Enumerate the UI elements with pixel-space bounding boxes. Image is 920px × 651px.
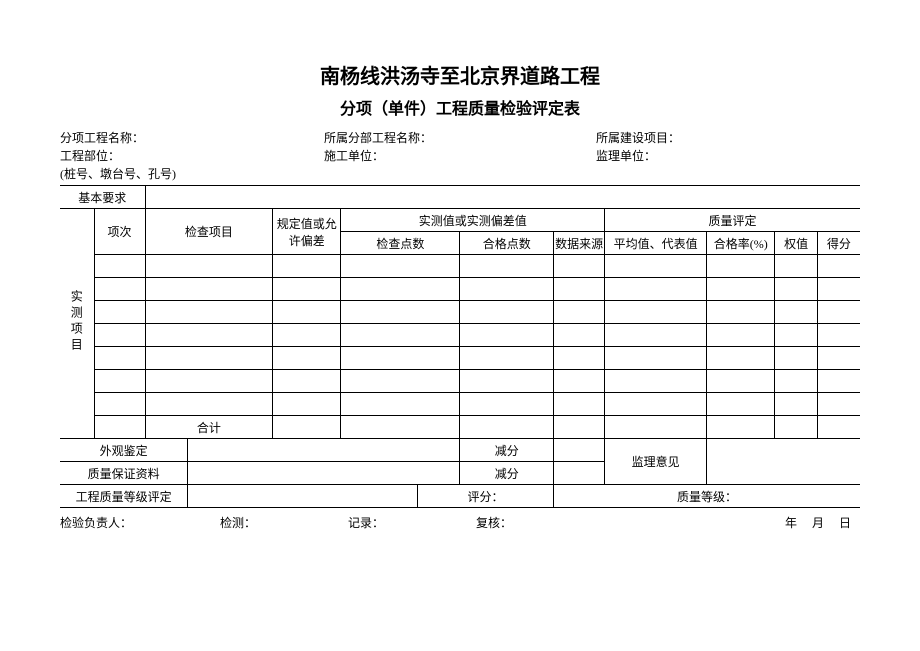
header-data-src: 数据来源: [554, 232, 605, 255]
row-grade-assessment: 工程质量等级评定: [60, 485, 188, 508]
header-group-measured: 实测值或实测偏差值: [341, 209, 605, 232]
meta-pile-note: (桩号、墩台号、孔号): [60, 165, 324, 183]
meta-row-1: 分项工程名称： 所属分部工程名称： 所属建设项目：: [60, 129, 860, 147]
footer-row: 检验负责人： 检测： 记录： 复核： 年 月 日: [60, 514, 860, 531]
data-row: [60, 393, 860, 416]
header-col-no: 项次: [94, 209, 145, 255]
data-row: [60, 324, 860, 347]
header-basic-req: 基本要求: [60, 186, 145, 209]
meta-supervisor: 监理单位：: [596, 147, 860, 165]
header-col-item: 检查项目: [145, 209, 273, 255]
row-qa-docs: 质量保证资料: [60, 462, 188, 485]
title-main: 南杨线洪汤寺至北京界道路工程: [60, 60, 860, 89]
footer-reviewer: 复核：: [476, 514, 636, 531]
header-pass-rate: 合格率(%): [707, 232, 775, 255]
basic-req-cell: [145, 186, 860, 209]
data-row: [60, 278, 860, 301]
header-avg: 平均值、代表值: [605, 232, 707, 255]
meta-part: 工程部位：: [60, 147, 324, 165]
data-row: [60, 255, 860, 278]
meta-contractor: 施工单位：: [324, 147, 596, 165]
row-grade: 质量等级：: [554, 485, 860, 508]
data-row: [60, 301, 860, 324]
row-appearance: 外观鉴定: [60, 439, 188, 462]
meta-row-3: (桩号、墩台号、孔号): [60, 165, 860, 183]
meta-construction-project: 所属建设项目：: [596, 129, 860, 147]
meta-division-name: 所属分部工程名称：: [324, 129, 596, 147]
footer-date: 年 月 日: [636, 514, 860, 531]
header-col-spec: 规定值或允许偏差: [273, 209, 341, 255]
meta-project-name: 分项工程名称：: [60, 129, 324, 147]
footer-recorder: 记录：: [348, 514, 476, 531]
data-row: [60, 347, 860, 370]
data-row: [60, 370, 860, 393]
row-qa-deduct: 减分: [460, 462, 554, 485]
title-sub: 分项（单件）工程质量检验评定表: [60, 95, 860, 119]
row-appearance-deduct: 减分: [460, 439, 554, 462]
inspection-table: 基本要求 实测项目 项次 检查项目 规定值或允许偏差 实测值或实测偏差值 质量评…: [60, 185, 860, 508]
header-check-pts: 检查点数: [341, 232, 460, 255]
row-rating: 评分：: [417, 485, 553, 508]
footer-inspector-lead: 检验负责人：: [60, 514, 220, 531]
row-subtotal: 合计: [145, 416, 273, 439]
header-pass-pts: 合格点数: [460, 232, 554, 255]
row-supervisor-opinion: 监理意见: [605, 439, 707, 485]
header-measured-items: 实测项目: [60, 209, 94, 439]
meta-row-2: 工程部位： 施工单位： 监理单位：: [60, 147, 860, 165]
header-weight: 权值: [775, 232, 818, 255]
header-score: 得分: [817, 232, 860, 255]
header-group-quality: 质量评定: [605, 209, 860, 232]
footer-tester: 检测：: [220, 514, 348, 531]
